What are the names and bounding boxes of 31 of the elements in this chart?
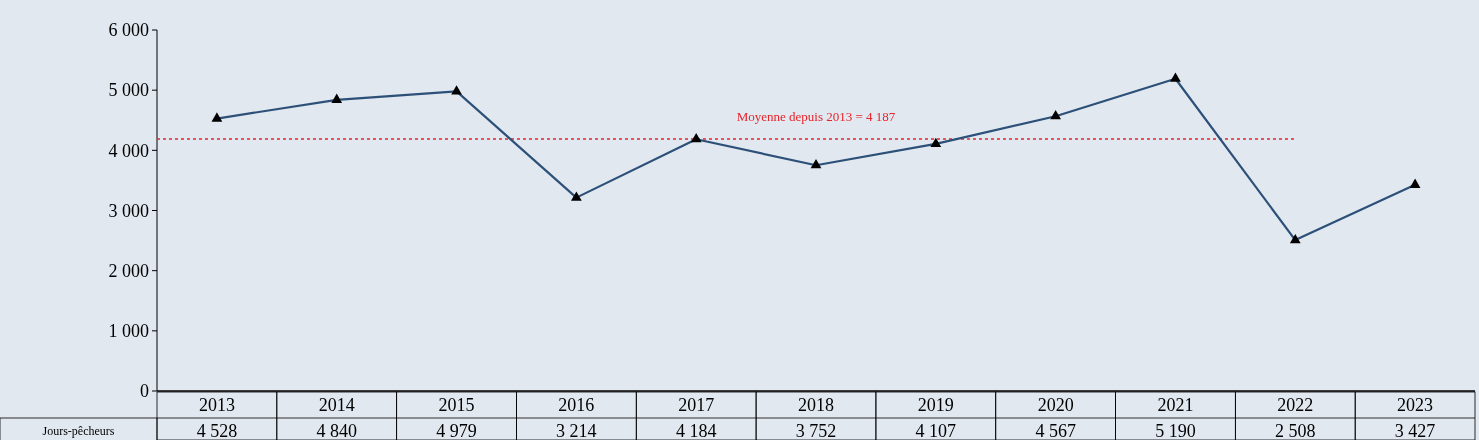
x-tick-label: 2016: [558, 395, 595, 415]
data-label: 2 508: [1275, 421, 1316, 440]
y-tick-label: 4 000: [108, 140, 149, 161]
data-label: 4 184: [675, 421, 717, 440]
x-tick-label: 2015: [438, 395, 475, 415]
x-tick-label: 2021: [1157, 395, 1194, 415]
x-tick-label: 2018: [798, 395, 834, 415]
x-tick-label: 2023: [1397, 395, 1434, 415]
x-tick-label: 2013: [198, 395, 235, 415]
x-tick-label: 2022: [1277, 395, 1314, 415]
data-label: 3 427: [1394, 421, 1436, 440]
data-label: 4 840: [316, 421, 357, 440]
data-label: 3 214: [556, 421, 597, 440]
text: Jours-pêcheurs: [42, 424, 115, 438]
y-tick-label: 1 000: [108, 321, 149, 342]
data-label: 4 567: [1035, 421, 1076, 440]
data-label: 5 190: [1155, 421, 1196, 440]
data-label: 4 528: [196, 421, 238, 440]
x-tick-label: 2014: [318, 395, 355, 415]
data-label: 4 979: [436, 421, 477, 440]
y-tick-label: 0: [140, 381, 149, 402]
x-tick-label: 2017: [678, 395, 715, 415]
data-label: 3 752: [795, 421, 837, 440]
x-tick-label: 2020: [1037, 395, 1074, 415]
y-tick-label: 2 000: [108, 260, 149, 281]
data-label: 4 107: [915, 421, 957, 440]
ref-line-label: Moyenne depuis 2013 = 4 187: [736, 109, 896, 125]
y-tick-label: 5 000: [108, 80, 149, 101]
x-tick-label: 2019: [917, 395, 954, 415]
y-tick-label: 6 000: [108, 20, 149, 41]
y-tick-label: 3 000: [108, 200, 149, 221]
